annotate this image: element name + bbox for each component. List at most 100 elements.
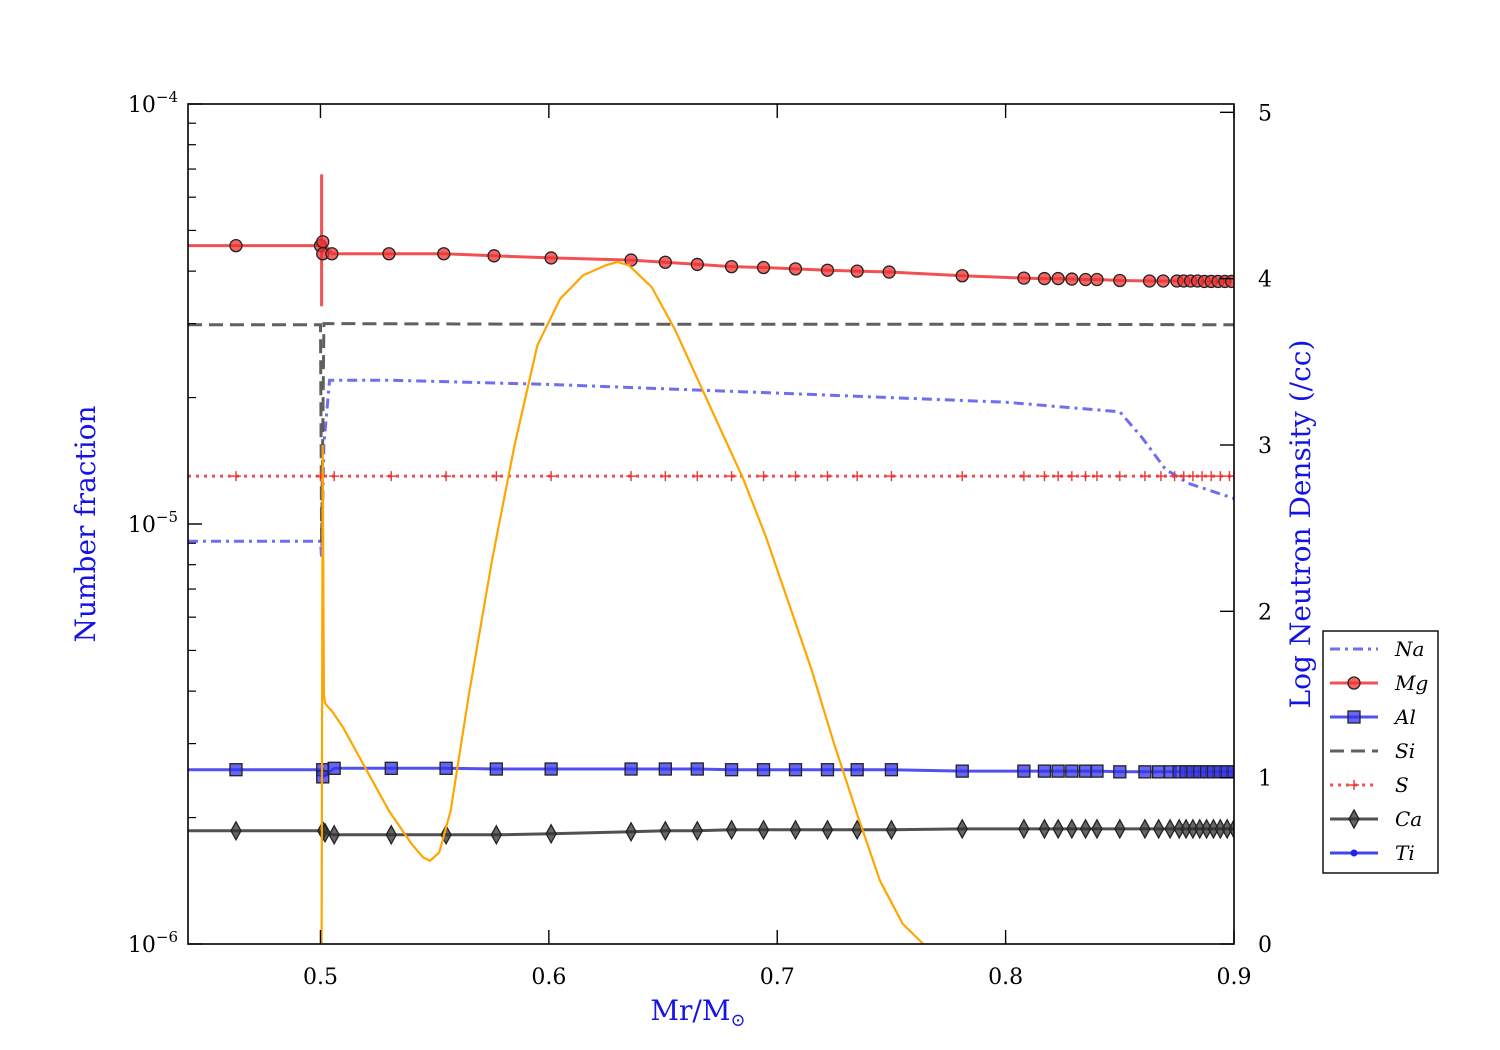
data-point-circle bbox=[1037, 271, 1052, 286]
data-point-square bbox=[820, 763, 835, 777]
data-point-plus bbox=[852, 471, 863, 482]
data-point-circle bbox=[229, 238, 243, 253]
data-point-circle bbox=[316, 235, 330, 249]
data-point-square bbox=[884, 763, 899, 777]
data-point-plus bbox=[1155, 471, 1166, 482]
data-point-square bbox=[1113, 765, 1127, 779]
plot-frame bbox=[187, 103, 1235, 945]
data-point-diamond bbox=[725, 819, 738, 841]
data-point-circle bbox=[756, 260, 771, 275]
legend-label: Na bbox=[1394, 637, 1424, 661]
data-point-diamond bbox=[1139, 818, 1151, 840]
data-point-diamond bbox=[490, 824, 503, 846]
data-point-square bbox=[384, 761, 398, 775]
data-point-square bbox=[1078, 764, 1093, 778]
data-point-diamond bbox=[757, 819, 770, 841]
data-point-circle bbox=[1090, 272, 1104, 287]
data-point-plus bbox=[626, 471, 637, 482]
data-point-square bbox=[658, 762, 672, 776]
legend-item-ca: Ca bbox=[1330, 807, 1422, 831]
legend-item-si: Si bbox=[1330, 739, 1415, 763]
data-point-diamond bbox=[1018, 818, 1030, 840]
data-point-plus bbox=[1197, 471, 1208, 482]
data-point-plus bbox=[230, 471, 241, 482]
legend-item-ti: Ti bbox=[1330, 841, 1415, 865]
data-point-plus bbox=[1114, 471, 1125, 482]
y2-tick-label: 0 bbox=[1258, 933, 1272, 958]
series-ca bbox=[188, 818, 1234, 846]
data-point-plus bbox=[386, 471, 397, 482]
data-point-plus bbox=[546, 471, 557, 482]
data-point-square bbox=[624, 762, 638, 776]
data-point-diamond bbox=[385, 824, 398, 846]
data-point-plus bbox=[1018, 471, 1029, 482]
series-mg bbox=[188, 174, 1234, 307]
data-point-diamond bbox=[789, 819, 802, 841]
x-axis-title: Mr/M⊙ bbox=[650, 994, 745, 1031]
legend-item-na: Na bbox=[1330, 637, 1424, 661]
data-point-square bbox=[327, 761, 341, 775]
data-point-plus bbox=[660, 471, 671, 482]
x-tick-label: 0.8 bbox=[988, 965, 1023, 990]
y2-tick-label: 4 bbox=[1258, 268, 1272, 293]
series-line-ca bbox=[188, 827, 1234, 837]
data-point-diamond bbox=[1164, 818, 1176, 840]
data-point-plus bbox=[1091, 471, 1102, 482]
data-point-square bbox=[1347, 710, 1361, 724]
data-point-circle bbox=[1225, 274, 1234, 289]
y2-tick-label: 2 bbox=[1258, 600, 1272, 625]
series-al bbox=[188, 761, 1234, 784]
data-point-circle bbox=[1156, 274, 1170, 288]
data-point-diamond bbox=[1228, 818, 1234, 840]
data-point-square bbox=[756, 763, 771, 777]
data-point-square bbox=[788, 763, 803, 777]
legend-label: Ti bbox=[1395, 841, 1415, 865]
x-tick-label: 0.7 bbox=[760, 965, 795, 990]
legend-label: Ca bbox=[1395, 807, 1422, 831]
data-point-plus bbox=[1039, 471, 1050, 482]
data-point-plus bbox=[491, 471, 502, 482]
data-point-circle bbox=[1113, 273, 1127, 288]
data-point-circle bbox=[955, 269, 969, 283]
data-point-square bbox=[1090, 764, 1104, 778]
data-point-circle bbox=[724, 259, 739, 274]
legend-label: Mg bbox=[1394, 671, 1428, 695]
legend: Na Mg Al Si S Ca Ti bbox=[1322, 630, 1439, 874]
legend-item-mg: Mg bbox=[1330, 671, 1428, 695]
y2-tick-label: 3 bbox=[1258, 434, 1272, 459]
data-point-circle bbox=[437, 247, 451, 261]
data-point-diamond bbox=[1114, 818, 1126, 840]
data-point-circle bbox=[1142, 274, 1157, 288]
data-point-plus bbox=[1215, 471, 1226, 482]
data-point-circle bbox=[788, 262, 803, 276]
data-point-diamond bbox=[1052, 818, 1064, 840]
data-point-circle bbox=[850, 264, 864, 278]
data-point-circle bbox=[690, 257, 704, 272]
series-si bbox=[188, 322, 1234, 544]
data-point-plus bbox=[957, 471, 968, 482]
y-axis-left: 10−6 10−5 10−4 bbox=[128, 88, 202, 958]
data-point-diamond bbox=[1348, 808, 1360, 830]
data-point-circle bbox=[1078, 272, 1093, 287]
data-point-square bbox=[229, 763, 243, 777]
y-tick-label: 10−5 bbox=[128, 508, 178, 538]
data-point-square bbox=[724, 763, 739, 777]
data-point-diamond bbox=[1079, 818, 1092, 840]
x-axis: 0.5 0.6 0.7 0.8 0.9 bbox=[303, 104, 1252, 990]
data-point-diamond bbox=[625, 821, 637, 843]
data-point-plus bbox=[790, 471, 801, 482]
data-point-square bbox=[1051, 764, 1065, 778]
data-point-square bbox=[1065, 764, 1079, 778]
data-point-plus bbox=[758, 471, 769, 482]
data-point-dot bbox=[1350, 849, 1358, 857]
legend-label: Si bbox=[1395, 739, 1415, 763]
y2-axis-title: Log Neutron Density (/cc) bbox=[1284, 340, 1317, 709]
data-point-plus bbox=[1169, 471, 1180, 482]
data-point-square bbox=[850, 763, 864, 777]
x-tick-label: 0.6 bbox=[531, 965, 566, 990]
data-point-square bbox=[1017, 764, 1031, 778]
data-point-plus bbox=[1187, 471, 1198, 482]
data-point-square bbox=[955, 764, 969, 778]
y-tick-label: 10−4 bbox=[128, 88, 178, 118]
data-point-circle bbox=[544, 251, 558, 265]
